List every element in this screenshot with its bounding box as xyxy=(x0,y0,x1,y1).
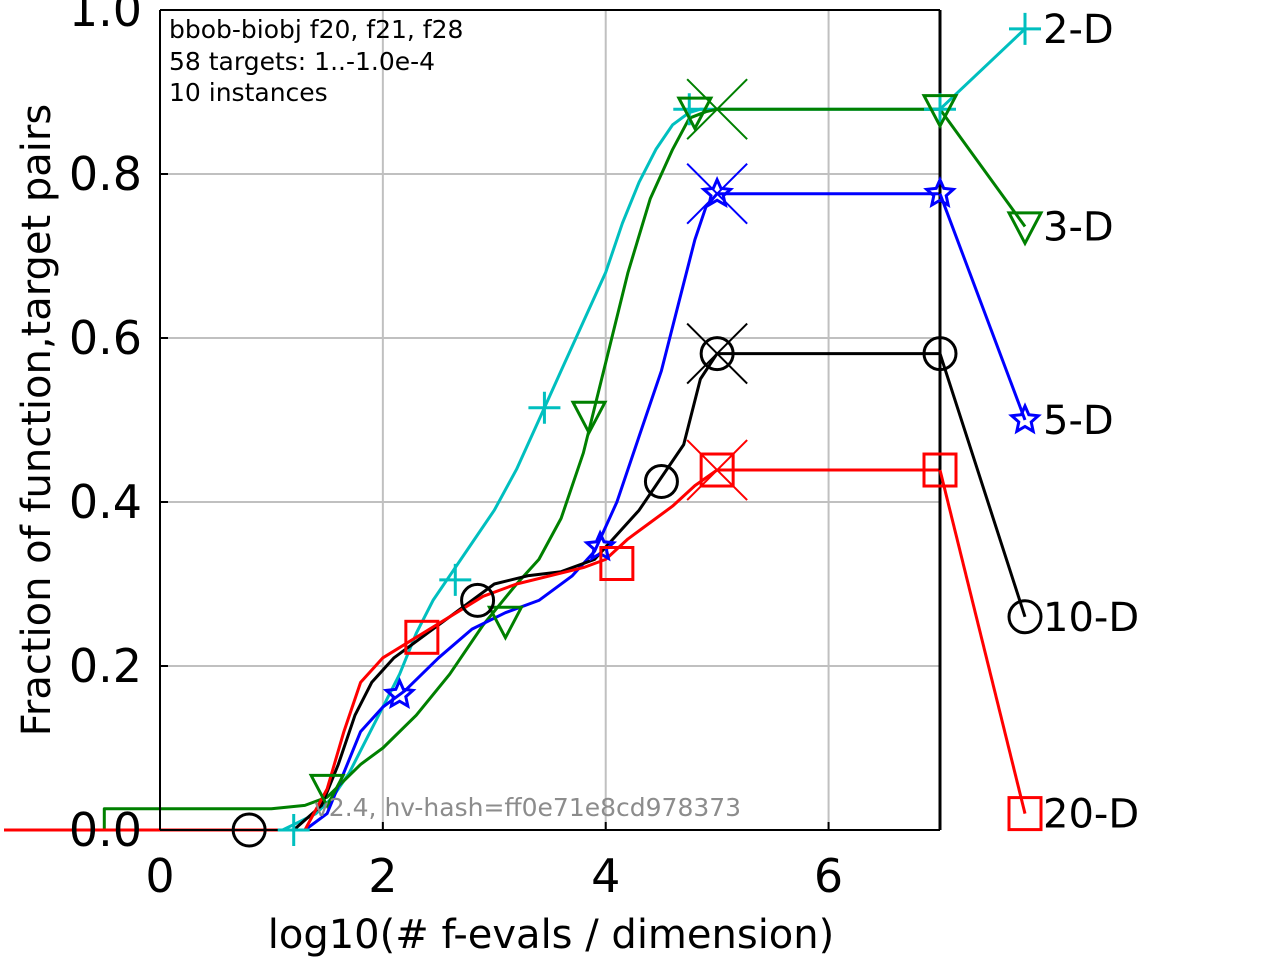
x-end-marker xyxy=(686,439,748,501)
plus-marker xyxy=(924,93,956,126)
x-axis-label: log10(# f-evals / dimension) xyxy=(268,912,835,958)
circle-marker xyxy=(460,582,496,618)
x-tick-label: 6 xyxy=(814,849,843,903)
series-line xyxy=(4,468,940,832)
square-marker xyxy=(699,452,735,488)
triangle-marker xyxy=(676,96,714,132)
y-tick-label: 0.8 xyxy=(69,147,142,201)
info-line-instances: 10 instances xyxy=(169,78,328,107)
legend-label: 3-D xyxy=(1043,204,1114,250)
series-markers xyxy=(231,78,959,848)
square-marker xyxy=(922,452,958,488)
y-axis-label: Fraction of function,target pairs xyxy=(14,104,60,736)
star-marker xyxy=(923,175,957,209)
plus-marker xyxy=(277,814,310,846)
y-tick-label: 0.2 xyxy=(69,639,142,693)
plus-marker xyxy=(1009,12,1041,45)
triangle-marker xyxy=(308,773,346,810)
series-line xyxy=(4,192,940,832)
star-marker xyxy=(1008,402,1042,435)
triangle-marker xyxy=(570,400,608,436)
circle-marker xyxy=(643,464,679,499)
legend: 2-D 3-D 5-D 10-D 20-D xyxy=(938,7,1139,838)
y-tick-label: 1.0 xyxy=(69,0,142,37)
circle-marker xyxy=(699,336,735,372)
legend-label: 2-D xyxy=(1043,7,1114,53)
star-marker xyxy=(382,676,417,710)
plot-frame xyxy=(159,9,942,831)
legend-label: 20-D xyxy=(1043,792,1139,838)
plus-marker xyxy=(528,391,561,424)
legend-label: 5-D xyxy=(1043,398,1114,444)
info-text-block: bbob-biobj f20, f21, f28 58 targets: 1..… xyxy=(169,15,463,107)
x-tick-label: 0 xyxy=(145,849,174,903)
x-tick-label: 2 xyxy=(368,849,397,903)
square-marker xyxy=(404,619,440,655)
legend-connector xyxy=(938,108,1027,228)
y-tick-label: 0.0 xyxy=(69,803,142,857)
circle-marker xyxy=(1007,599,1043,635)
star-marker xyxy=(700,175,735,209)
square-marker xyxy=(599,546,635,581)
series-line xyxy=(4,352,940,832)
grid xyxy=(160,10,940,830)
square-marker xyxy=(1007,796,1043,832)
x-end-marker xyxy=(686,322,748,385)
x-tick-label: 4 xyxy=(591,849,620,903)
series-line xyxy=(4,107,940,832)
tick-labels: 0 2 4 6 0.0 0.2 0.4 0.6 0.8 1.0 xyxy=(69,0,843,903)
triangle-marker xyxy=(1006,211,1044,247)
legend-connector xyxy=(938,469,1027,814)
info-line-functions: bbob-biobj f20, f21, f28 xyxy=(169,15,463,44)
x-end-marker xyxy=(686,78,748,140)
x-end-marker xyxy=(686,162,748,225)
legend-connector xyxy=(938,27,1027,111)
legend-connector xyxy=(938,193,1027,421)
circle-marker xyxy=(922,336,958,372)
triangle-marker xyxy=(486,605,524,641)
y-tick-label: 0.6 xyxy=(69,311,142,365)
legend-connector xyxy=(938,353,1027,618)
series-lines xyxy=(4,107,940,832)
circle-marker xyxy=(231,812,267,848)
legend-label: 10-D xyxy=(1043,595,1139,641)
version-hash-text: v2.4, hv-hash=ff0e71e8cd978373 xyxy=(314,793,741,822)
info-line-targets: 58 targets: 1..-1.0e-4 xyxy=(169,47,435,76)
y-tick-label: 0.4 xyxy=(69,475,142,529)
plus-marker xyxy=(439,563,472,596)
triangle-marker xyxy=(921,94,959,130)
